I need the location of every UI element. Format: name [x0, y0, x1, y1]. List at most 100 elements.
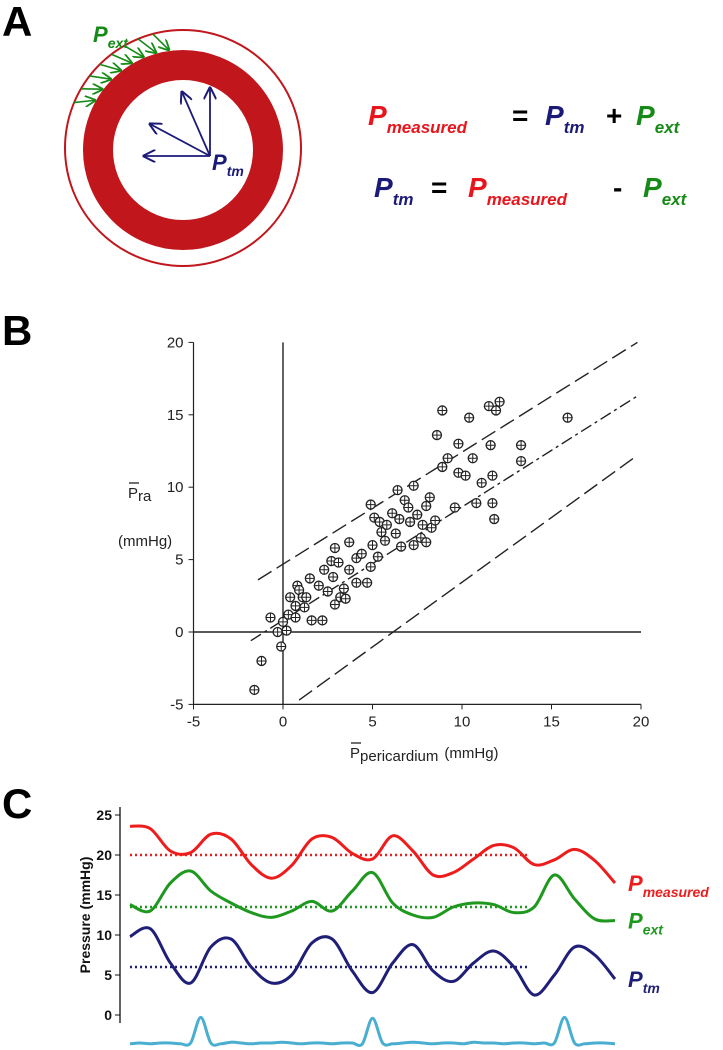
point-cross: [396, 542, 406, 552]
point-cross: [487, 498, 497, 508]
point-cross: [357, 549, 367, 559]
y-tick-label: 20: [167, 334, 184, 351]
panel-label: A: [2, 0, 32, 45]
point-cross: [257, 656, 267, 666]
point-cross: [461, 471, 471, 481]
y-tick-label: 15: [167, 407, 184, 424]
point-cross: [301, 592, 311, 602]
y-tick-label: 20: [96, 847, 112, 863]
panel-label: C: [2, 780, 32, 827]
x-tick-label: 10: [454, 713, 471, 730]
arrow: [123, 44, 143, 57]
point-cross: [495, 397, 505, 407]
y-tick-label: -5: [170, 696, 183, 713]
point-cross: [291, 613, 301, 623]
point-cross: [491, 405, 501, 415]
x-axis-label: Ppericardium (mmHg): [350, 745, 499, 765]
symbol: Pmeasured: [628, 871, 709, 900]
point-cross: [412, 510, 422, 520]
point-cross: [333, 557, 343, 567]
symbol-subscript: tm: [643, 980, 660, 996]
point-cross: [394, 514, 404, 524]
point-cross: [380, 536, 390, 546]
point-cross: [484, 401, 494, 411]
point-cross: [317, 615, 327, 625]
point-cross: [427, 523, 437, 533]
symbol: Ptm: [374, 172, 413, 209]
x-tick-label: 5: [368, 713, 376, 730]
symbol-subscript: tm: [393, 190, 414, 209]
series-line: [129, 1015, 616, 1047]
point-cross: [339, 584, 349, 594]
series-line: [129, 926, 617, 997]
vessel-wall: [83, 50, 283, 250]
point-cross: [328, 572, 338, 582]
point-cross: [464, 413, 474, 423]
symbol-letter: P: [374, 172, 393, 203]
outer-circle: [64, 29, 302, 267]
x-axis-label-unit: (mmHg): [444, 745, 498, 762]
symbol: Pext: [93, 22, 129, 51]
point-cross: [432, 430, 442, 440]
point-cross: [430, 516, 440, 526]
y-axis-label: Pressure (mmHg): [77, 857, 93, 974]
point-cross: [471, 498, 481, 508]
point-cross: [387, 508, 397, 518]
point-cross: [450, 502, 460, 512]
y-tick-label: 5: [175, 552, 183, 569]
symbol-letter: P: [545, 100, 564, 131]
point-cross: [278, 617, 288, 627]
point-cross: [265, 613, 275, 623]
y-tick-label: 0: [175, 624, 183, 641]
point-cross: [418, 520, 428, 530]
point-cross: [319, 565, 329, 575]
arrow: [99, 64, 121, 70]
point-cross: [294, 585, 304, 595]
x-tick-label: -5: [187, 713, 200, 730]
point-cross: [409, 481, 419, 491]
point-cross: [366, 500, 376, 510]
x-tick-label: 20: [633, 713, 650, 730]
point-cross: [489, 514, 499, 524]
arrow: [182, 92, 211, 157]
point-cross: [305, 573, 315, 583]
point-cross: [437, 405, 447, 415]
point-cross: [323, 586, 333, 596]
y-tick-label: 15: [96, 887, 112, 903]
x-axis-label-subscript: pericardium: [360, 748, 438, 765]
y-axis-label-unit: (mmHg): [118, 533, 172, 550]
x-tick-label: 15: [543, 713, 560, 730]
symbol: Pmeasured: [368, 100, 468, 137]
symbol-letter: P: [628, 967, 643, 992]
point-cross: [516, 440, 526, 450]
point-cross: [249, 685, 259, 695]
y-axis-label-subscript: ra: [138, 488, 152, 505]
point-cross: [421, 537, 431, 547]
symbol-subscript: measured: [643, 884, 710, 900]
point-cross: [282, 626, 292, 636]
point-cross: [453, 439, 463, 449]
point-cross: [299, 602, 309, 612]
point-cross: [405, 517, 415, 527]
symbol-letter: P: [628, 909, 643, 934]
symbol-subscript: ext: [108, 35, 130, 51]
symbol-letter: P: [212, 150, 227, 175]
point-cross: [344, 537, 354, 547]
panel-label: B: [2, 307, 32, 354]
y-tick-label: 25: [96, 807, 112, 823]
y-tick-label: 5: [104, 967, 112, 983]
symbol-letter: P: [368, 100, 387, 131]
symbol: Ptm: [628, 967, 660, 996]
symbol-letter: P: [93, 22, 108, 47]
point-cross: [307, 615, 317, 625]
point-cross: [330, 543, 340, 553]
reference-line: [250, 395, 638, 642]
symbol: Pmeasured: [468, 172, 568, 209]
x-tick-label: 0: [279, 713, 287, 730]
symbol-subscript: tm: [564, 118, 585, 137]
symbol-subscript: tm: [227, 163, 244, 179]
symbol: Ptm: [545, 100, 584, 137]
symbol-subscript: ext: [643, 922, 665, 938]
point-cross: [400, 495, 410, 505]
